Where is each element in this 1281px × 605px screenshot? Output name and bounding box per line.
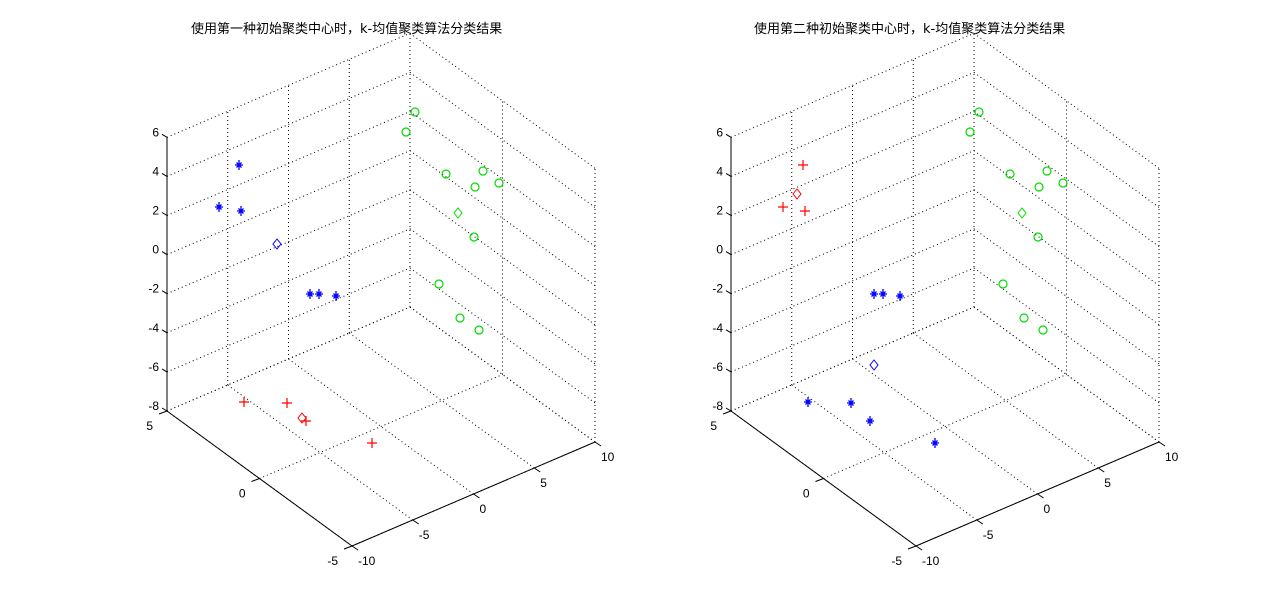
x-tick-label: 0 <box>480 502 487 516</box>
data-point-circle <box>1034 182 1044 192</box>
data-point-circle <box>474 325 484 335</box>
x-tick-label: 5 <box>1104 476 1111 490</box>
data-point-circle <box>1005 169 1015 179</box>
data-point-circle <box>1038 325 1048 335</box>
z-tick-label: 4 <box>716 164 723 178</box>
x-tick-label: -10 <box>358 554 376 568</box>
data-point-diamond <box>297 412 307 424</box>
data-point-circle <box>455 313 465 323</box>
z-tick-label: 2 <box>152 204 159 218</box>
z-tick-label: -4 <box>148 321 159 335</box>
x-tick-label: -10 <box>922 554 940 568</box>
data-point-diamond <box>792 188 802 200</box>
y-tick-label: -5 <box>891 554 902 568</box>
data-point-circle <box>469 232 479 242</box>
x-tick-label: -5 <box>983 528 994 542</box>
data-point-circle <box>974 107 984 117</box>
x-tick-label: 10 <box>1165 450 1179 464</box>
z-tick-label: -8 <box>148 399 159 413</box>
data-point-circle <box>494 178 504 188</box>
data-point-diamond <box>869 359 879 371</box>
z-tick-label: 0 <box>716 243 723 257</box>
data-point-circle <box>965 127 975 137</box>
data-point-circle <box>1042 166 1052 176</box>
z-tick-label: -4 <box>712 321 723 335</box>
z-tick-label: -6 <box>148 360 159 374</box>
y-tick-label: 0 <box>803 487 810 501</box>
data-point-star <box>237 206 245 216</box>
axes-panel-2: -8 -6 -4 -2 0 2 4 6 -5 0 5 -10 -5 0 5 10 <box>710 32 1179 568</box>
y-tick-label: 5 <box>710 419 717 433</box>
x-tick-label: -5 <box>419 528 430 542</box>
y-tick-label: 5 <box>146 419 153 433</box>
data-point-circle <box>441 169 451 179</box>
data-point-plus <box>367 438 377 448</box>
data-point-star <box>215 202 223 212</box>
data-point-circle <box>478 166 488 176</box>
data-point-circle <box>434 279 444 289</box>
x-tick-label: 5 <box>540 476 547 490</box>
z-tick-label: 6 <box>716 125 723 139</box>
data-point-star <box>847 398 855 408</box>
y-tick-label: -5 <box>327 554 338 568</box>
panel-1-title: 使用第一种初始聚类中心时，k-均值聚类算法分类结果 <box>191 22 503 37</box>
data-point-plus <box>282 398 292 408</box>
x-tick-label: 0 <box>1044 502 1051 516</box>
data-point-star <box>332 291 340 301</box>
y-tick-label: 0 <box>239 487 246 501</box>
z-tick-label: 6 <box>152 125 159 139</box>
data-point-star <box>315 289 323 299</box>
data-point-star <box>870 289 878 299</box>
data-point-star <box>879 289 887 299</box>
data-point-plus <box>301 416 311 426</box>
data-point-diamond <box>453 207 463 219</box>
z-tick-label: -2 <box>712 282 723 296</box>
data-point-plus <box>798 160 808 170</box>
data-point-diamond <box>1017 207 1027 219</box>
data-point-circle <box>410 107 420 117</box>
data-point-circle <box>1019 313 1029 323</box>
data-point-star <box>931 438 939 448</box>
data-point-diamond <box>272 238 282 250</box>
data-point-star <box>896 291 904 301</box>
data-point-circle <box>401 127 411 137</box>
data-point-plus <box>239 397 249 407</box>
z-tick-label: -8 <box>712 399 723 413</box>
panel-2-title: 使用第二种初始聚类中心时，k-均值聚类算法分类结果 <box>754 22 1066 37</box>
z-tick-label: 2 <box>716 204 723 218</box>
data-point-star <box>306 289 314 299</box>
data-point-star <box>235 160 243 170</box>
x-tick-label: 10 <box>601 450 615 464</box>
data-point-circle <box>1058 178 1068 188</box>
z-tick-label: -6 <box>712 360 723 374</box>
axes-panel-1: -8 -6 -4 -2 0 2 4 6 -5 0 5 -10 -5 0 5 10 <box>146 32 615 568</box>
z-tick-label: 4 <box>152 164 159 178</box>
data-point-star <box>866 416 874 426</box>
data-point-circle <box>470 182 480 192</box>
data-point-star <box>804 397 812 407</box>
data-point-circle <box>1033 232 1043 242</box>
data-point-plus <box>800 206 810 216</box>
data-point-plus <box>778 202 788 212</box>
data-point-circle <box>998 279 1008 289</box>
z-tick-label: 0 <box>152 243 159 257</box>
z-tick-label: -2 <box>148 282 159 296</box>
